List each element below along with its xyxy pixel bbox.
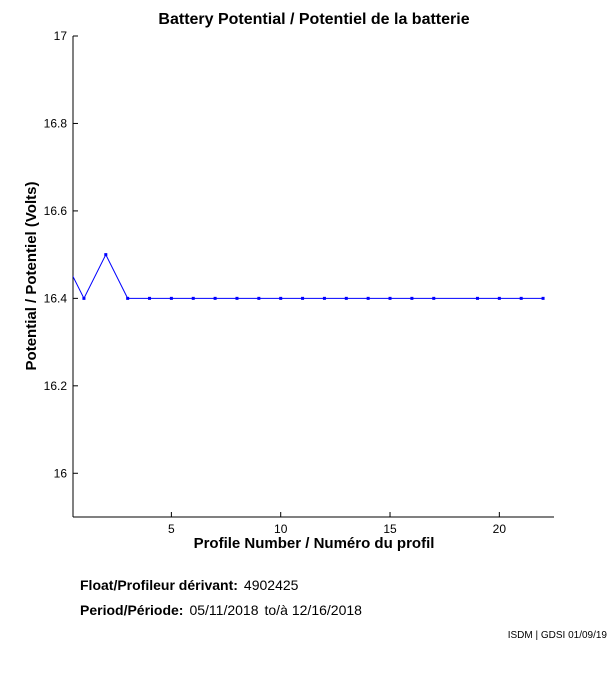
y-tick-label: 16 [54,466,68,480]
data-point [191,296,195,300]
data-point [344,296,348,300]
y-tick-label: 16.8 [44,116,68,130]
data-point [301,296,305,300]
period-start: 05/11/2018 [189,602,259,618]
x-tick-label: 5 [168,522,175,536]
series-layer [61,253,545,300]
x-tick-label: 20 [493,522,507,536]
credit-text: ISDM | GDSI 01/09/19 [507,630,607,641]
data-point [475,296,479,300]
data-point [322,296,326,300]
x-tick-label: 15 [383,522,397,536]
data-point [169,296,173,300]
y-tick-label: 17 [54,29,68,43]
data-point [279,296,283,300]
data-point [497,296,501,300]
data-point [257,296,261,300]
data-point [541,296,545,300]
x-axis-label: Profile Number / Numéro du profil [194,535,435,552]
y-tick-label: 16.6 [44,204,68,218]
float-label: Float/Profileur dérivant: [80,577,238,593]
data-point [432,296,436,300]
y-axis-label: Potential / Potentiel (Volts) [23,182,40,371]
period-end: 12/16/2018 [291,602,362,618]
series-line [73,253,544,300]
data-point [410,296,414,300]
data-point [213,296,217,300]
x-tick-label: 10 [274,522,288,536]
period-label: Period/Période: [80,602,184,618]
data-point [388,296,392,300]
data-point [61,253,64,256]
float-info: Float/Profileur dérivant: 4902425 [80,577,298,593]
y-tick-label: 16.2 [44,379,68,393]
data-point [519,296,523,300]
y-ticks: 16 16.2 16.4 16.6 16.8 17 [44,29,78,480]
x-ticks: 5 10 15 20 [168,512,506,536]
period-info: Period/Période: 05/11/2018 to/à 12/16/2018 [80,602,362,618]
period-to: to/à [264,602,288,618]
chart-title: Battery Potential / Potentiel de la batt… [158,11,469,28]
data-point [126,296,130,300]
data-point [366,296,370,300]
data-point [235,296,239,300]
float-value: 4902425 [243,577,299,593]
y-tick-label: 16.4 [44,291,68,305]
data-point [82,296,86,300]
data-point [104,253,108,257]
data-point [148,296,152,300]
